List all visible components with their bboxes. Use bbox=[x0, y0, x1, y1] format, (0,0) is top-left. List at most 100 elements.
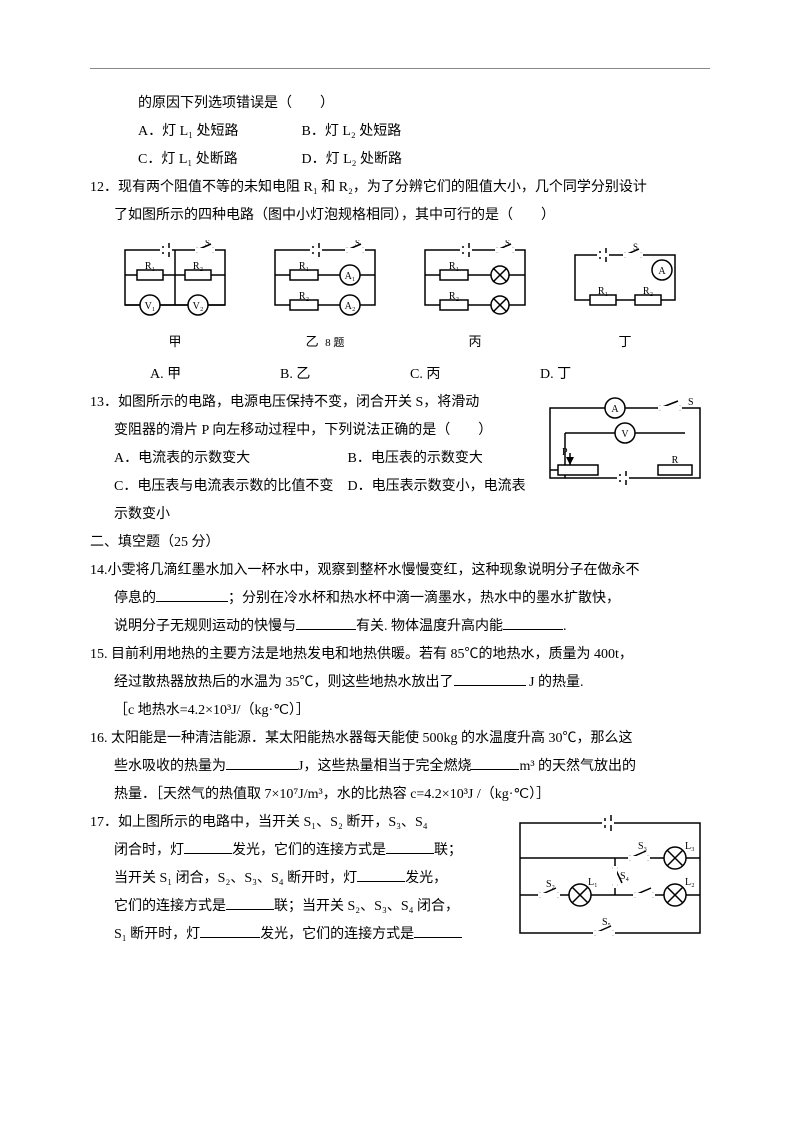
q11-options-cd: C．灯 L₁ 处断路 D．灯 L₂ 处断路 bbox=[90, 146, 710, 174]
svg-text:S: S bbox=[688, 397, 694, 408]
svg-text:L₁: L₁ bbox=[588, 877, 598, 888]
q14-line2b: ；分别在冷水杯和热水杯中滴一滴墨水，热水中的墨水扩散快， bbox=[228, 591, 620, 606]
q16-line2: 些水吸收的热量为 J，这些热量相当于完全燃烧 m³ 的天然气放出的 bbox=[90, 753, 710, 781]
q12-options: A. 甲 B. 乙 C. 丙 D. 丁 bbox=[90, 361, 710, 389]
blank[interactable] bbox=[184, 840, 232, 854]
q14-line3: 说明分子无规则运动的快慢与 有关. 物体温度升高内能. bbox=[90, 613, 710, 641]
svg-text:V: V bbox=[621, 429, 629, 440]
svg-text:R₂: R₂ bbox=[643, 286, 653, 297]
blank[interactable] bbox=[200, 924, 260, 938]
svg-text:R₁: R₁ bbox=[449, 261, 459, 272]
q17-line2c: 联； bbox=[434, 843, 462, 858]
svg-text:R₂: R₂ bbox=[449, 291, 459, 302]
svg-text:S: S bbox=[355, 240, 360, 248]
svg-text:S: S bbox=[633, 242, 638, 252]
blank[interactable] bbox=[414, 924, 462, 938]
q12-diagrams: R₁ R₂ V₁ V₂ S 甲 R₁ bbox=[90, 240, 710, 355]
q12-line2: 了如图所示的四种电路（图中小灯泡规格相同），其中可行的是（ ） bbox=[90, 202, 710, 230]
diagram-bing-label: 丙 bbox=[415, 329, 535, 355]
svg-text:S₅: S₅ bbox=[602, 917, 611, 928]
diagram-ding-label: 丁 bbox=[565, 329, 685, 355]
header-rule bbox=[90, 68, 710, 69]
q15-line2a: 经过散热器放热后的水温为 35℃，则这些地热水放出了 bbox=[114, 675, 454, 690]
q15-line2b: J 的热量. bbox=[526, 675, 584, 690]
svg-text:V₁: V₁ bbox=[145, 301, 156, 312]
q13-opt-a: A．电流表的示数变大 bbox=[114, 445, 344, 473]
q13-opt-c: C．电压表与电流表示数的比值不变 bbox=[114, 473, 344, 501]
q16-line1: 16. 太阳能是一种清洁能源．某太阳能热水器每天能使 500kg 的水温度升高 … bbox=[90, 725, 710, 753]
svg-text:L₂: L₂ bbox=[685, 877, 695, 888]
q16-line2c: m³ 的天然气放出的 bbox=[519, 759, 636, 774]
svg-text:R₁: R₁ bbox=[598, 286, 608, 297]
q14-line3c: . bbox=[563, 619, 567, 634]
blank[interactable] bbox=[296, 616, 356, 630]
q15-line2: 经过散热器放热后的水温为 35℃，则这些地热水放出了 J 的热量. bbox=[90, 669, 710, 697]
diagram-yi: R₁ A₁ R₂ A₂ S 乙 8 题 bbox=[265, 240, 385, 355]
q12-line1: 12．现有两个阻值不等的未知电阻 R₁ 和 R₂，为了分辨它们的阻值大小，几个同… bbox=[90, 174, 710, 202]
q14-line3b: 有关. 物体温度升高内能 bbox=[356, 619, 503, 634]
q14-line1: 14.小雯将几滴红墨水加入一杯水中，观察到整杯水慢慢变红，这种现象说明分子在做永… bbox=[90, 557, 710, 585]
blank[interactable] bbox=[357, 868, 405, 882]
q14-line2a: 停息的 bbox=[114, 591, 156, 606]
q15-line3: ［c 地热水=4.2×10³J/（kg·℃）］ bbox=[90, 697, 710, 725]
svg-text:A: A bbox=[611, 404, 619, 415]
blank[interactable] bbox=[226, 756, 298, 770]
q16-line3: 热量．［天然气的热值取 7×10⁷J/m³，水的比热容 c=4.2×10³J /… bbox=[90, 781, 710, 809]
diagram-jia-label: 甲 bbox=[115, 329, 235, 355]
blank[interactable] bbox=[454, 672, 526, 686]
q17-line4a: 它们的连接方式是 bbox=[114, 899, 226, 914]
svg-text:R₂: R₂ bbox=[299, 291, 309, 302]
blank[interactable] bbox=[471, 756, 519, 770]
blank[interactable] bbox=[226, 896, 274, 910]
blank[interactable] bbox=[156, 588, 228, 602]
svg-text:S: S bbox=[505, 240, 510, 248]
q11-tail: 的原因下列选项错误是（ ） bbox=[90, 90, 710, 118]
q17-line3b: 发光， bbox=[405, 871, 447, 886]
q17-line2a: 闭合时，灯 bbox=[114, 843, 184, 858]
svg-text:A₂: A₂ bbox=[345, 301, 356, 312]
q14-line3a: 说明分子无规则运动的快慢与 bbox=[114, 619, 296, 634]
q12-opt-b: B. 乙 bbox=[280, 361, 410, 389]
q17-diagram: S₃ L₃ S₂ L₁ S₄ L₂ S₅ bbox=[510, 813, 710, 954]
svg-text:L₃: L₃ bbox=[685, 841, 695, 852]
diagram-ding: A R₁ R₂ S 丁 bbox=[565, 240, 685, 355]
svg-text:S: S bbox=[205, 240, 210, 248]
svg-text:A: A bbox=[658, 266, 666, 277]
q11-options-ab: A．灯 L₁ 处短路 B．灯 L₂ 处短路 bbox=[90, 118, 710, 146]
q16-line2a: 些水吸收的热量为 bbox=[114, 759, 226, 774]
svg-text:S₂: S₂ bbox=[546, 879, 555, 890]
q14-line2: 停息的 ；分别在冷水杯和热水杯中滴一滴墨水，热水中的墨水扩散快， bbox=[90, 585, 710, 613]
q12-opt-a: A. 甲 bbox=[150, 361, 280, 389]
svg-text:R: R bbox=[672, 455, 679, 466]
svg-text:S₃: S₃ bbox=[638, 841, 647, 852]
q17-line3a: 当开关 S₁ 闭合，S₂、S₃、S₄ 断开时，灯 bbox=[114, 871, 357, 886]
svg-text:A₁: A₁ bbox=[345, 271, 356, 282]
q17-line5b: 发光，它们的连接方式是 bbox=[260, 927, 414, 942]
svg-text:R₂: R₂ bbox=[193, 261, 203, 272]
q17-line4b: 联；当开关 S₂、S₃、S₄ 闭合， bbox=[274, 899, 459, 914]
blank[interactable] bbox=[503, 616, 563, 630]
diagram-jia: R₁ R₂ V₁ V₂ S 甲 bbox=[115, 240, 235, 355]
q17-line2b: 发光，它们的连接方式是 bbox=[232, 843, 386, 858]
svg-text:V₂: V₂ bbox=[193, 301, 204, 312]
diagram-bing: R₁ R₂ S 丙 bbox=[415, 240, 535, 355]
q11-opt-a: A．灯 L₁ 处短路 bbox=[138, 118, 298, 146]
q13-opt-b: B．电压表的示数变大 bbox=[348, 451, 483, 466]
q12-opt-c: C. 丙 bbox=[410, 361, 540, 389]
q12-opt-d: D. 丁 bbox=[540, 361, 670, 389]
q15-line1: 15. 目前利用地热的主要方法是地热发电和地热供暖。若有 85℃的地热水，质量为… bbox=[90, 641, 710, 669]
diagram-caption: 8 题 bbox=[325, 337, 344, 349]
q11-opt-c: C．灯 L₁ 处断路 bbox=[138, 146, 298, 174]
svg-text:P: P bbox=[562, 447, 568, 458]
q11-opt-d: D．灯 L₂ 处断路 bbox=[302, 146, 403, 174]
svg-text:R₁: R₁ bbox=[299, 261, 309, 272]
diagram-yi-label: 乙 bbox=[306, 334, 319, 349]
svg-text:S₄: S₄ bbox=[620, 871, 630, 882]
q17-line5a: S₁ 断开时，灯 bbox=[114, 927, 200, 942]
q13-diagram: A V S P R bbox=[540, 393, 710, 504]
svg-text:R₁: R₁ bbox=[145, 261, 155, 272]
q16-line2b: J，这些热量相当于完全燃烧 bbox=[298, 759, 471, 774]
section2-heading: 二、填空题（25 分） bbox=[90, 529, 710, 557]
blank[interactable] bbox=[386, 840, 434, 854]
q11-opt-b: B．灯 L₂ 处短路 bbox=[302, 118, 402, 146]
